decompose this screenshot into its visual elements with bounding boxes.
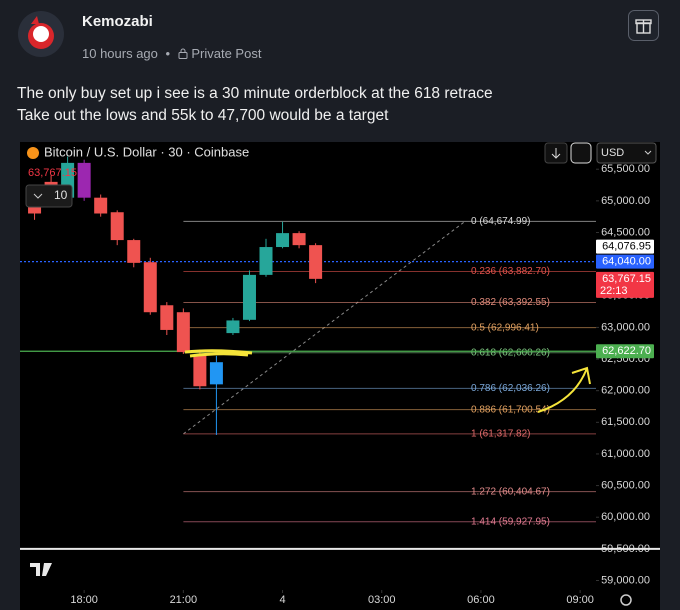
lock-icon: [178, 48, 188, 59]
x-tick-label: 06:00: [467, 594, 495, 606]
fib-label: 0.5 (62,996.41): [471, 322, 539, 333]
candle-body: [209, 362, 223, 385]
candle-body: [28, 204, 42, 214]
fib-label: 0.886 (61,700.54): [471, 404, 550, 415]
plot: 59,000.0059,500.0060,000.0060,500.0061,0…: [20, 156, 660, 586]
y-tick-label: 61,000.00: [601, 448, 650, 460]
price-badge-label: 62,622.70: [602, 345, 651, 357]
price-badge: [596, 344, 654, 359]
y-tick-label: 65,500.00: [601, 163, 650, 175]
fib-label: 1.272 (60,404.67): [471, 486, 550, 497]
price-badge-label: 63,767.15: [602, 273, 651, 285]
post-visibility: Private Post: [191, 46, 262, 61]
y-tick-label: 60,500.00: [601, 479, 650, 491]
post-meta: 10 hours ago • Private Post: [82, 46, 261, 61]
candle-body: [127, 240, 141, 263]
candle-body: [292, 233, 306, 246]
price-badge-label: 64,076.95: [602, 240, 651, 252]
author-name[interactable]: Kemozabi: [82, 13, 153, 30]
candle-body: [226, 320, 240, 334]
y-tick-label: 59,000.00: [601, 574, 650, 586]
fib-label: 1.414 (59,927.95): [471, 516, 550, 527]
y-tick-label: 65,000.00: [601, 195, 650, 207]
y-tick-label: 62,000.00: [601, 385, 650, 397]
candle-body: [176, 312, 190, 353]
x-tick-label: 21:00: [170, 594, 198, 606]
download-icon: [551, 148, 561, 159]
post-line: The only buy set up i see is a 30 minute…: [17, 85, 493, 102]
highlight-scribble: [184, 349, 253, 358]
y-tick-label: 61,500.00: [601, 416, 650, 428]
tv-logo: [30, 563, 52, 576]
currency-chevron: [644, 150, 652, 155]
candle-body: [276, 233, 290, 248]
post-text: The only buy set up i see is a 30 minute…: [17, 83, 493, 127]
gift-button[interactable]: [628, 10, 659, 41]
candle-body: [309, 245, 323, 279]
price-badge: [596, 271, 654, 298]
chart-background: [20, 142, 660, 610]
separator: •: [165, 46, 171, 61]
countdown: 22:13: [600, 285, 628, 297]
candle-body: [110, 212, 124, 241]
currency-label: USD: [601, 147, 624, 159]
currency-select[interactable]: [596, 142, 657, 164]
fib-label: 1 (61,317.82): [471, 428, 531, 439]
candle-body: [160, 305, 174, 330]
indicator-value: 10: [54, 188, 68, 202]
x-tick-label: 18:00: [70, 594, 98, 606]
x-tick-label: 4: [279, 594, 285, 606]
fib-label: 0.618 (62,600.26): [471, 347, 550, 358]
indicator-chevron: [33, 193, 43, 199]
price-badge: [596, 239, 654, 254]
last-price: 63,767.15: [28, 167, 77, 179]
annotation-arrow: [537, 366, 591, 413]
y-tick-label: 64,500.00: [601, 226, 650, 238]
price-badge-label: 64,040.00: [602, 255, 651, 267]
fib-label: 0.786 (62,036.26): [471, 383, 550, 394]
y-tick-label: 60,000.00: [601, 511, 650, 523]
candle-body: [193, 355, 207, 387]
fib-label: 0.236 (63,882.70): [471, 266, 550, 277]
indicator-box[interactable]: [25, 184, 73, 208]
price-badge: [596, 254, 654, 269]
candle-body: [259, 247, 273, 275]
snapshot-button[interactable]: [570, 142, 592, 164]
settings-icon[interactable]: [620, 594, 632, 606]
candle-body: [77, 162, 91, 198]
candle-body: [242, 274, 256, 320]
fib-label: 0.382 (63,392.55): [471, 297, 550, 308]
candle-body: [143, 262, 157, 313]
post-time: 10 hours ago: [82, 46, 158, 61]
x-tick-label: 09:00: [566, 594, 594, 606]
avatar[interactable]: [17, 10, 65, 58]
y-tick-label: 63,000.00: [601, 321, 650, 333]
candle-body: [94, 197, 108, 214]
symbol-icon: [27, 147, 39, 159]
x-tick-label: 03:00: [368, 594, 396, 606]
fib-label: 0 (64,674.99): [471, 216, 531, 227]
post-line: Take out the lows and 55k to 47,700 woul…: [17, 107, 389, 124]
chart-title: Bitcoin / U.S. Dollar · 30 · Coinbase: [44, 144, 249, 159]
